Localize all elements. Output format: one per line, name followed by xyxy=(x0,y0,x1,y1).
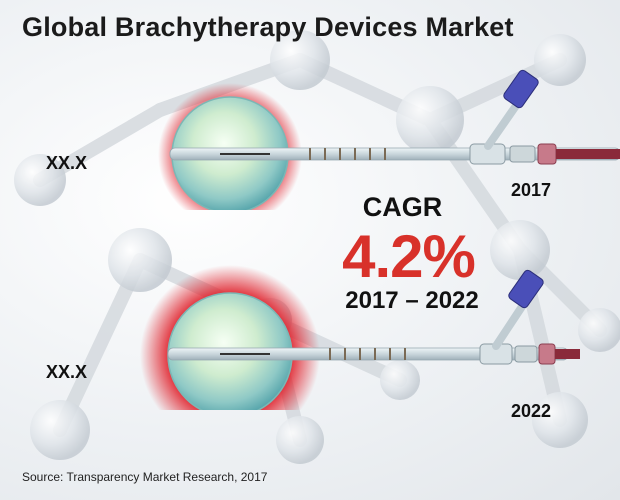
year-label-2017: 2017 xyxy=(511,180,552,200)
cagr-label: CAGR xyxy=(362,192,443,222)
source-note: Source: Transparency Market Research, 20… xyxy=(22,470,268,484)
value-label-2017: XX.X xyxy=(46,153,88,173)
infographic-title: Global Brachytherapy Devices Market xyxy=(22,12,514,42)
value-label-2022: XX.X xyxy=(46,362,88,382)
brachytherapy-device-2017 xyxy=(158,69,620,210)
cagr-value: 4.2% xyxy=(342,223,476,290)
year-label-2022: 2022 xyxy=(511,401,552,421)
brachytherapy-device-2022 xyxy=(140,265,580,410)
cagr-period: 2017 – 2022 xyxy=(345,287,479,314)
